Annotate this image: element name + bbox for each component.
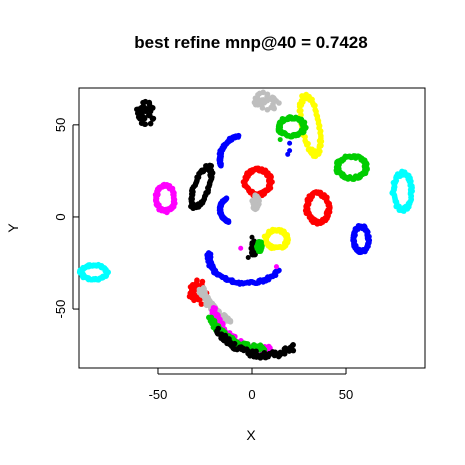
cluster-6 — [275, 114, 309, 140]
data-point — [326, 206, 333, 212]
data-point — [270, 104, 277, 111]
data-point — [364, 165, 370, 172]
data-point — [140, 99, 147, 106]
data-point — [268, 96, 275, 102]
data-point — [256, 245, 263, 252]
cluster-4 — [251, 89, 282, 113]
data-point — [407, 189, 414, 196]
data-point — [141, 121, 148, 127]
cluster-15 — [261, 226, 291, 252]
data-point — [303, 124, 309, 131]
y-tick-label: 50 — [53, 118, 68, 132]
data-point — [290, 347, 297, 354]
data-point — [285, 237, 291, 243]
data-point — [259, 105, 266, 111]
data-point — [275, 127, 281, 133]
cluster-11 — [302, 189, 333, 227]
data-point — [273, 264, 279, 270]
x-tick-label: 50 — [339, 387, 353, 402]
data-point — [260, 100, 266, 106]
cluster-7 — [216, 132, 242, 169]
y-tick-label: -50 — [53, 300, 68, 319]
data-point — [299, 93, 305, 99]
data-point — [253, 193, 259, 200]
data-point — [276, 100, 282, 106]
data-point — [171, 196, 178, 203]
data-point — [238, 245, 244, 251]
data-point — [195, 296, 201, 303]
data-point — [312, 106, 318, 113]
data-point — [191, 282, 197, 289]
cluster-0 — [134, 98, 157, 127]
data-point — [316, 123, 323, 129]
cluster-21 — [214, 325, 297, 361]
data-point — [149, 116, 156, 122]
data-point — [287, 148, 293, 154]
data-point — [141, 104, 148, 111]
data-point — [147, 120, 154, 127]
data-point — [225, 219, 232, 226]
data-point — [189, 289, 196, 295]
data-point — [285, 151, 291, 157]
x-axis-label: X — [246, 427, 256, 443]
cluster-2 — [152, 181, 178, 216]
data-point — [281, 350, 288, 357]
cluster-16 — [204, 250, 282, 287]
cluster-5 — [296, 91, 325, 160]
data-point — [267, 180, 273, 186]
data-point — [366, 237, 373, 244]
cluster-3 — [76, 261, 111, 283]
data-point — [249, 240, 255, 246]
cluster-10 — [216, 195, 232, 226]
data-point — [277, 137, 283, 143]
data-point — [141, 115, 148, 122]
data-point — [103, 270, 110, 276]
cluster-13 — [389, 168, 415, 214]
chart-title: best refine mnp@40 = 0.7428 — [134, 33, 367, 52]
cluster-23 — [253, 238, 265, 255]
data-point — [253, 204, 259, 211]
data-point — [245, 254, 251, 260]
axes: -50 0 50 -50 0 50 — [53, 118, 353, 402]
y-tick-label: 0 — [53, 213, 68, 220]
chart-marks — [76, 89, 415, 361]
x-tick-label: -50 — [149, 387, 168, 402]
data-point — [137, 115, 143, 122]
y-axis-label: Y — [5, 223, 21, 233]
data-point — [147, 108, 154, 115]
data-point — [257, 239, 263, 245]
data-point — [253, 348, 259, 355]
cluster-14 — [350, 222, 373, 256]
data-point — [136, 108, 142, 114]
data-point — [276, 267, 282, 274]
data-point — [218, 162, 224, 169]
data-point — [251, 99, 258, 106]
data-point — [198, 301, 205, 307]
data-point — [231, 340, 238, 347]
data-point — [249, 234, 255, 240]
data-point — [205, 189, 211, 195]
plot-frame — [78, 87, 426, 369]
data-point — [264, 91, 271, 98]
cluster-9 — [249, 192, 262, 213]
data-point — [260, 89, 266, 96]
data-point — [287, 140, 293, 146]
data-point — [227, 318, 234, 325]
cluster-8 — [240, 165, 275, 199]
data-point — [318, 142, 324, 149]
cluster-12 — [333, 153, 370, 183]
data-point — [317, 148, 323, 155]
x-tick-label: 0 — [248, 387, 255, 402]
data-point — [305, 140, 311, 147]
data-point — [290, 342, 296, 348]
cluster-1 — [188, 162, 216, 212]
